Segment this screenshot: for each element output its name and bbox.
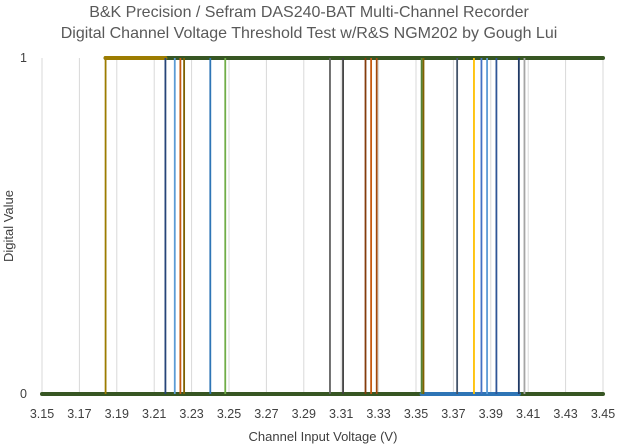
x-tick-label: 3.23 — [179, 407, 203, 421]
x-tick-label: 3.45 — [591, 407, 615, 421]
x-tick-label: 3.31 — [329, 407, 353, 421]
x-tick-label: 3.19 — [105, 407, 129, 421]
x-tick-label: 3.35 — [404, 407, 428, 421]
x-tick-label: 3.41 — [516, 407, 540, 421]
x-tick-label: 3.33 — [366, 407, 390, 421]
chart-title: B&K Precision / Sefram DAS240-BAT Multi-… — [89, 4, 529, 21]
x-tick-label: 3.17 — [67, 407, 91, 421]
x-tick-label: 3.43 — [553, 407, 577, 421]
grid-layer — [41, 58, 604, 394]
x-tick-label: 3.25 — [217, 407, 241, 421]
x-axis-label: Channel Input Voltage (V) — [249, 429, 398, 444]
series-layer — [40, 56, 605, 396]
x-tick-label: 3.39 — [479, 407, 503, 421]
chart-subtitle: Digital Channel Voltage Threshold Test w… — [61, 25, 558, 42]
y-tick-label: 1 — [20, 51, 27, 65]
x-tick-label: 3.27 — [254, 407, 278, 421]
y-tick-label: 0 — [20, 387, 27, 401]
x-tick-labels: 3.15 3.17 3.19 3.21 3.23 3.25 3.27 3.29 3.31 3.33… — [30, 407, 615, 421]
y-axis-label: Digital Value — [1, 190, 16, 262]
x-tick-label: 3.29 — [292, 407, 316, 421]
y-tick-labels: 01 — [20, 51, 27, 401]
x-tick-label: 3.15 — [30, 407, 54, 421]
x-tick-label: 3.21 — [142, 407, 166, 421]
x-tick-label: 3.37 — [441, 407, 465, 421]
